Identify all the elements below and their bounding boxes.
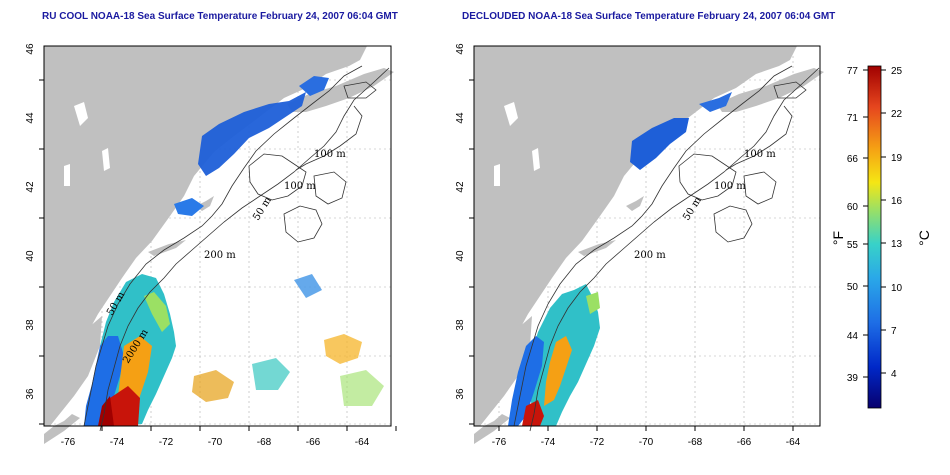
right-x-tick-label: -74 xyxy=(541,437,556,448)
colorbar-c-tick: 25 xyxy=(891,66,903,77)
right-x-tick-label: -66 xyxy=(737,437,752,448)
left-y-tick-label: 38 xyxy=(25,319,36,331)
right-y-tick-label: 46 xyxy=(455,43,466,55)
right-y-tick-label: 42 xyxy=(455,181,466,193)
colorbar: 77 71 66 60 55 50 44 39 25 22 19 16 13 1… xyxy=(830,65,932,409)
colorbar-f-tick: 44 xyxy=(847,331,859,342)
colorbar-f-tick: 77 xyxy=(847,66,859,77)
right-contour-label-200m: 200 m xyxy=(634,250,666,261)
colorbar-fahrenheit-unit: °F xyxy=(830,231,846,245)
right-x-tick-label: -76 xyxy=(492,437,507,448)
colorbar-c-tick: 7 xyxy=(891,326,897,337)
left-x-tick-label: -76 xyxy=(61,437,76,448)
left-x-axis: -76 -74 -72 -70 -68 -66 -64 xyxy=(61,426,397,448)
left-y-tick-label: 40 xyxy=(25,250,36,262)
colorbar-celsius-unit: °C xyxy=(916,230,932,246)
left-map-panel: 100 m 100 m 50 m 200 m 50 m 2000 m xyxy=(43,45,394,444)
colorbar-c-tick: 4 xyxy=(891,369,897,380)
right-y-tick-label: 38 xyxy=(455,319,466,331)
left-y-tick-label: 46 xyxy=(25,43,36,55)
left-contour-label-100m-a: 100 m xyxy=(314,149,346,160)
left-y-tick-label: 42 xyxy=(25,181,36,193)
right-x-tick-label: -72 xyxy=(590,437,605,448)
colorbar-c-tick: 16 xyxy=(891,196,903,207)
right-y-tick-label: 36 xyxy=(455,388,466,400)
left-x-tick-label: -74 xyxy=(110,437,125,448)
colorbar-f-tick: 55 xyxy=(847,240,859,251)
right-x-axis: -76 -74 -72 -70 -68 -66 -64 xyxy=(492,426,801,448)
colorbar-f-tick: 39 xyxy=(847,373,859,384)
left-contour-label-100m-b: 100 m xyxy=(284,181,316,192)
right-contour-label-100m-b: 100 m xyxy=(714,181,746,192)
right-map-title: DECLOUDED NOAA-18 Sea Surface Temperatur… xyxy=(462,11,836,22)
right-x-tick-label: -70 xyxy=(639,437,654,448)
colorbar-c-tick: 22 xyxy=(891,109,903,120)
right-contour-label-100m-a: 100 m xyxy=(744,149,776,160)
left-map-title: RU COOL NOAA-18 Sea Surface Temperature … xyxy=(42,11,398,22)
right-x-tick-label: -64 xyxy=(786,437,801,448)
right-x-tick-label: -68 xyxy=(688,437,703,448)
left-x-tick-label: -70 xyxy=(208,437,223,448)
right-y-axis: 36 38 40 42 44 46 xyxy=(455,43,474,425)
colorbar-f-tick: 50 xyxy=(847,282,859,293)
right-map-frame xyxy=(473,45,821,427)
colorbar-c-tick: 19 xyxy=(891,153,903,164)
colorbar-c-tick: 10 xyxy=(891,283,903,294)
left-y-tick-label: 36 xyxy=(25,388,36,400)
colorbar-f-tick: 66 xyxy=(847,154,859,165)
right-y-tick-label: 44 xyxy=(455,112,466,124)
left-x-tick-label: -64 xyxy=(355,437,370,448)
colorbar-gradient xyxy=(867,65,882,409)
left-contour-label-200m: 200 m xyxy=(204,250,236,261)
left-y-axis: 36 38 40 42 44 46 xyxy=(25,43,44,425)
colorbar-f-tick: 60 xyxy=(847,202,859,213)
left-map-frame xyxy=(43,45,392,427)
right-map-panel: 100 m 100 m 50 m 200 m xyxy=(473,45,824,444)
colorbar-f-tick: 71 xyxy=(847,113,859,124)
right-map-sst-overlay xyxy=(508,92,732,426)
left-x-tick-label: -72 xyxy=(159,437,174,448)
left-x-tick-label: -66 xyxy=(306,437,321,448)
left-map-sst-overlay xyxy=(84,76,384,426)
right-y-tick-label: 40 xyxy=(455,250,466,262)
left-x-tick-label: -68 xyxy=(257,437,272,448)
left-y-tick-label: 44 xyxy=(25,112,36,124)
colorbar-c-tick: 13 xyxy=(891,239,903,250)
